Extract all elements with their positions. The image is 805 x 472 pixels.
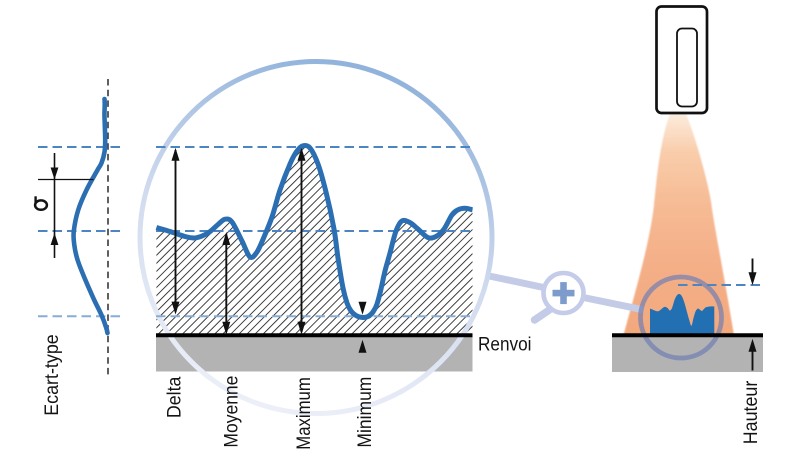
svg-text:Hauteur: Hauteur — [741, 380, 762, 444]
svg-text:Ecart-type: Ecart-type — [42, 334, 63, 416]
svg-text:Renvoi: Renvoi — [478, 334, 532, 355]
svg-text:Moyenne: Moyenne — [222, 376, 243, 448]
svg-text:Minimum: Minimum — [355, 377, 376, 448]
svg-text:Maximum: Maximum — [294, 377, 315, 450]
svg-text:Delta: Delta — [165, 376, 186, 418]
